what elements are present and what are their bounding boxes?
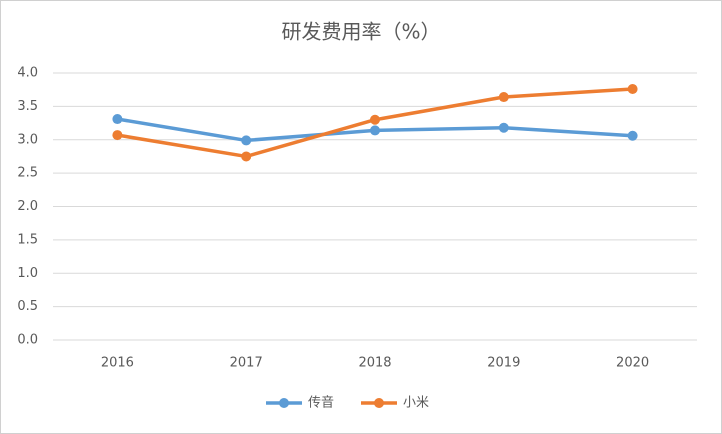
x-tick-label: 2020 (616, 356, 649, 371)
x-tick-label: 2016 (101, 356, 134, 371)
data-point (241, 151, 252, 162)
data-point (370, 114, 380, 125)
data-point (498, 92, 509, 103)
data-point (498, 122, 509, 133)
y-tick-label: 3.0 (17, 132, 38, 147)
data-point (241, 135, 252, 146)
y-tick-label: 0.0 (17, 333, 38, 348)
x-tick-label: 2017 (230, 356, 263, 371)
y-tick-label: 2.5 (17, 166, 38, 181)
y-tick-label: 0.5 (17, 299, 38, 314)
y-tick-label: 2.0 (17, 199, 38, 214)
legend-marker (279, 398, 289, 408)
data-point (370, 125, 380, 136)
x-tick-label: 2019 (487, 356, 520, 371)
chart-title: 研发费用率（%） (281, 20, 440, 44)
legend-label: 传音 (308, 395, 334, 411)
y-tick-label: 1.0 (17, 266, 38, 281)
y-tick-label: 4.0 (17, 66, 38, 81)
y-tick-label: 3.5 (17, 99, 38, 114)
legend-label: 小米 (403, 396, 429, 411)
data-point (627, 130, 638, 141)
legend-marker (374, 398, 384, 408)
y-tick-label: 1.5 (17, 232, 38, 247)
data-point (112, 130, 123, 141)
x-tick-label: 2018 (358, 356, 391, 371)
data-point (627, 84, 638, 95)
data-point (112, 114, 123, 125)
